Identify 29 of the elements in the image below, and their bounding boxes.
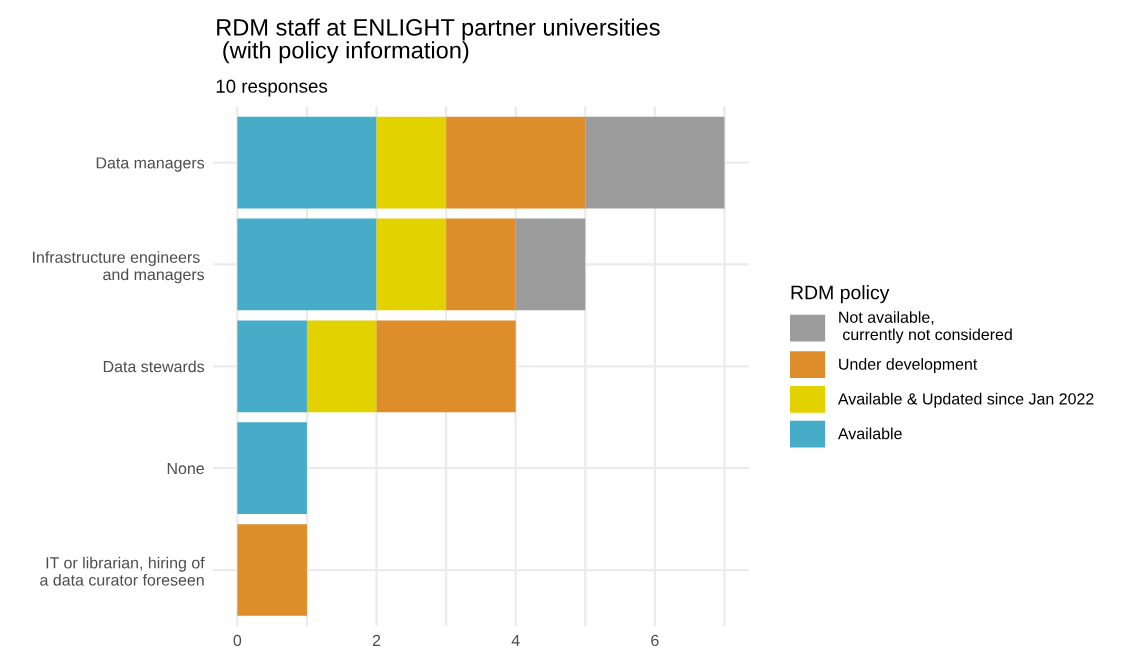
chart-title: RDM staff at ENLIGHT partner universities (with policy information) <box>217 18 660 64</box>
legend-label: Available & Updated since Jan 2022 <box>837 392 1094 408</box>
y-tick-label: None <box>167 462 204 475</box>
x-tick-label: 0 <box>233 634 242 647</box>
bar <box>515 218 586 311</box>
bar <box>376 218 447 311</box>
legend-label: Under development <box>839 358 978 373</box>
x-tick-label: 2 <box>372 634 381 646</box>
legend-title: RDM policy <box>791 285 890 304</box>
bar <box>237 320 307 413</box>
legend-label: Not available, currently not considered <box>839 311 1012 344</box>
bar <box>237 524 307 616</box>
y-tick-label: Infrastructure engineers and managers <box>33 251 205 284</box>
y-tick-label: Data stewards <box>103 360 205 373</box>
bar <box>585 116 725 209</box>
bar <box>237 218 377 311</box>
legend-label: Available <box>837 427 902 440</box>
bar <box>446 218 516 311</box>
x-tick-label: 4 <box>511 634 520 646</box>
bar <box>376 320 516 413</box>
bar <box>376 116 447 209</box>
bar <box>306 320 377 413</box>
y-tick-label: IT or librarian, hiring of a data curator foreseen <box>40 556 205 586</box>
chart-subtitle: 10 responses <box>216 79 328 97</box>
bar <box>446 116 586 209</box>
x-tick-label: 6 <box>651 634 659 647</box>
y-tick-label: Data managers <box>96 157 205 172</box>
bar <box>237 116 377 209</box>
bar <box>237 422 307 514</box>
